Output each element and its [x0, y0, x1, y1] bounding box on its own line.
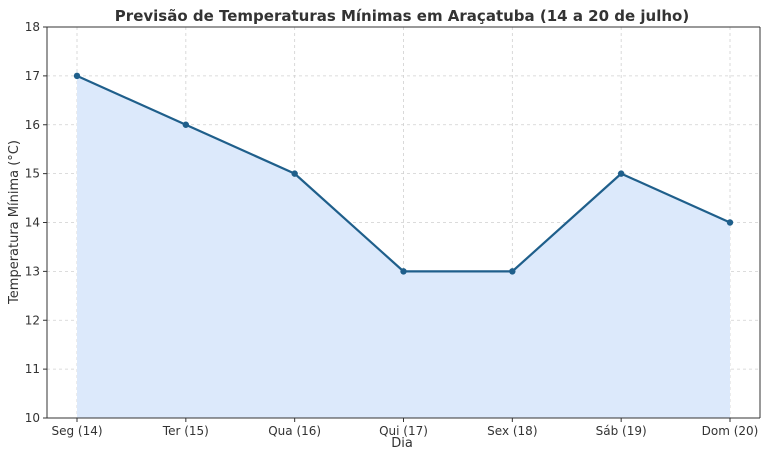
- y-tick-label: 10: [25, 411, 40, 425]
- data-point: [617, 170, 625, 177]
- y-tick-label: 14: [25, 216, 40, 230]
- y-tick-label: 16: [25, 118, 40, 132]
- y-tick-label: 13: [25, 264, 40, 278]
- x-tick-label: Dom (20): [702, 424, 759, 438]
- x-tick-label: Sex (18): [487, 424, 537, 438]
- data-point: [73, 72, 81, 80]
- data-point: [291, 170, 298, 177]
- data-point: [726, 219, 734, 226]
- y-tick-label: 18: [25, 20, 40, 34]
- y-tick-label: 15: [25, 167, 40, 181]
- x-tick-label: Ter (15): [162, 424, 209, 438]
- data-point: [182, 121, 190, 128]
- x-tick-label: Qui (17): [379, 424, 428, 438]
- data-point: [400, 268, 407, 275]
- y-tick-label: 11: [25, 362, 40, 376]
- x-tick-label: Seg (14): [51, 424, 102, 438]
- marker-layer: [73, 72, 734, 275]
- y-axis-label: Temperatura Mínima (°C): [7, 140, 22, 305]
- y-tick-label: 12: [25, 313, 40, 327]
- area-layer: [77, 75, 730, 418]
- ticks-layer: 10 11 12 13 14 15 16 17 18 Seg (14) Ter (15) Qua (1…: [25, 20, 759, 438]
- x-tick-label: Sáb (19): [596, 424, 647, 438]
- chart-title: Previsão de Temperaturas Mínimas em Araç…: [115, 7, 689, 25]
- x-tick-label: Qua (16): [268, 424, 321, 438]
- area-fill: [77, 75, 730, 418]
- y-tick-label: 17: [25, 69, 40, 83]
- data-point: [509, 268, 516, 275]
- x-axis-label: Dia: [391, 436, 413, 451]
